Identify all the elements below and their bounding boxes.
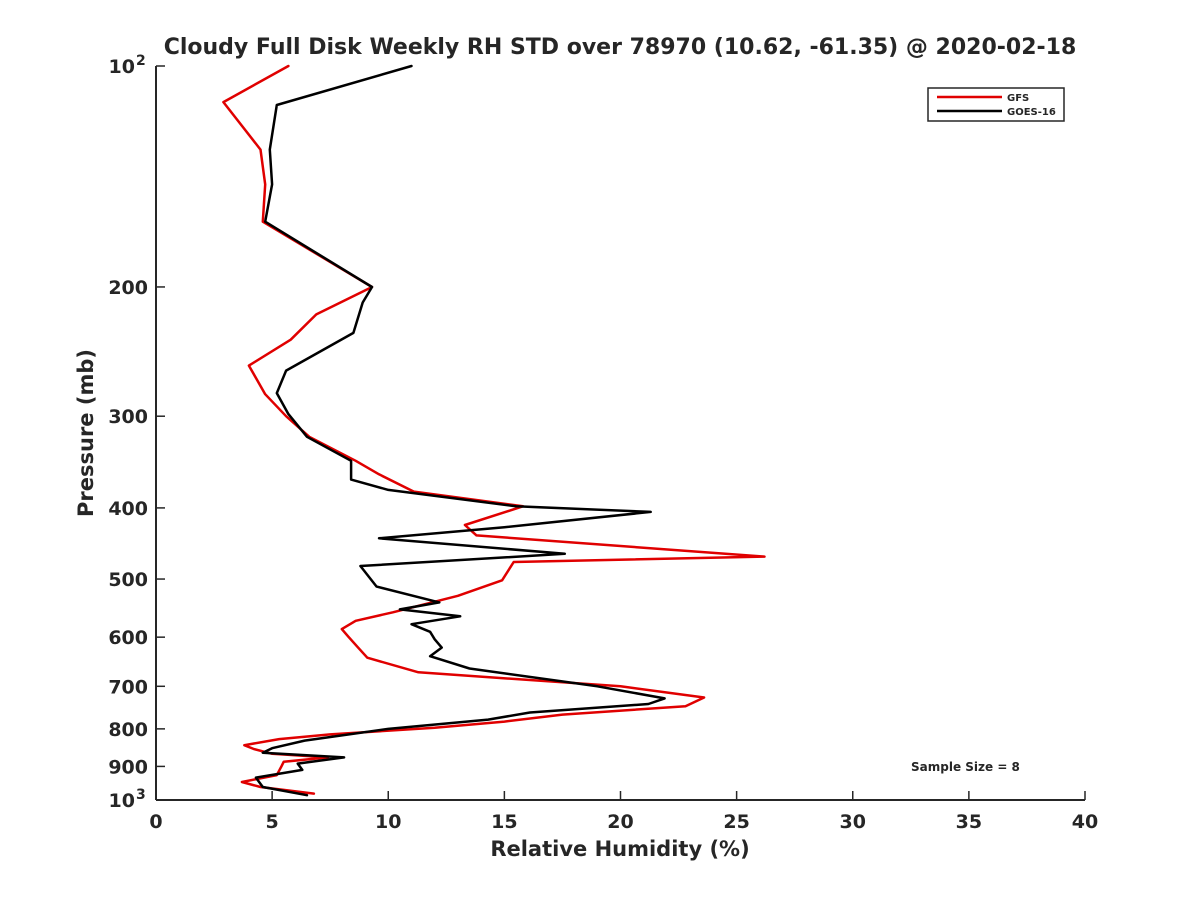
y-tick-exponent: 2 <box>136 53 146 69</box>
x-tick-label: 10 <box>375 811 401 833</box>
x-tick-label: 5 <box>266 811 279 833</box>
chart-title: Cloudy Full Disk Weekly RH STD over 7897… <box>164 35 1077 60</box>
legend: GFS GOES-16 <box>927 87 1065 122</box>
x-axis-label: Relative Humidity (%) <box>490 837 749 861</box>
x-tick-label: 40 <box>1072 811 1098 833</box>
legend-label-gfs: GFS <box>1007 93 1029 104</box>
x-tick-label: 30 <box>840 811 866 833</box>
x-ticks: 0 5 10 15 20 25 30 35 40 <box>149 791 1098 833</box>
x-tick-label: 0 <box>149 811 162 833</box>
y-tick-label: 400 <box>108 498 148 520</box>
x-tick-label: 35 <box>956 811 982 833</box>
y-tick-label: 10 <box>109 56 135 78</box>
y-tick-label: 700 <box>108 676 148 698</box>
plot-area: 0 5 10 15 20 25 30 35 40 10 220030040050060070080… <box>108 53 1098 833</box>
legend-label-goes16: GOES-16 <box>1007 107 1056 118</box>
series-line-gfs <box>222 64 766 795</box>
y-tick-label: 500 <box>108 569 148 591</box>
y-axis-label: Pressure (mb) <box>74 349 98 517</box>
y-tick-label: 900 <box>108 756 148 778</box>
series-line-goes16 <box>254 64 666 797</box>
y-tick-exponent: 3 <box>136 787 146 803</box>
legend-box <box>927 87 1065 122</box>
y-tick-label: 600 <box>108 627 148 649</box>
x-tick-label: 25 <box>723 811 749 833</box>
y-tick-label: 800 <box>108 719 148 741</box>
sample-size-annotation: Sample Size = 8 <box>911 760 1020 774</box>
series-lines <box>222 64 766 797</box>
y-tick-label: 10 <box>109 790 135 812</box>
x-tick-label: 20 <box>607 811 633 833</box>
y-tick-label: 200 <box>108 277 148 299</box>
x-tick-label: 15 <box>491 811 517 833</box>
y-tick-label: 300 <box>108 406 148 428</box>
